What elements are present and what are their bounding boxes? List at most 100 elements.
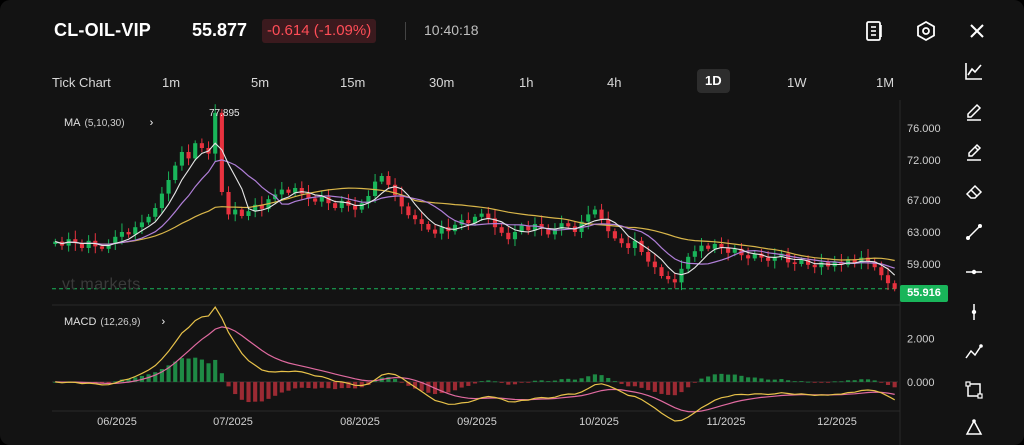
candle-up [512,232,518,240]
macd-bar-positive [586,376,591,382]
candle-down [406,206,411,216]
candle-up [439,227,444,234]
macd-bar-positive [852,380,857,382]
tab-5m[interactable]: 5m [251,75,270,90]
candle-up [819,262,824,268]
macd-bar-positive [386,377,391,382]
macd-bar-positive [752,377,757,382]
settings-icon[interactable] [914,19,938,43]
candle-down [719,244,724,248]
candle-down [79,243,85,248]
candle-down [806,260,811,265]
macd-bar-negative [273,381,278,396]
macd-bar-positive [772,379,777,382]
macd-bar-negative [226,381,231,387]
rectangle-icon[interactable] [962,378,986,402]
macd-bar-positive [706,376,711,382]
macd-bar-negative [512,381,518,385]
candle-up [246,211,251,216]
vertical-line-icon[interactable] [962,300,986,324]
trend-line-icon[interactable] [962,220,986,244]
macd-bar-negative [286,381,291,391]
line-chart-icon[interactable] [962,59,986,83]
macd-bar-positive [113,381,118,383]
candle-down [313,198,318,202]
candle-down [392,184,398,196]
candle-up [532,224,538,231]
candle-up [859,257,864,264]
candle-down [852,259,857,264]
candle-up [166,180,171,194]
polyline-icon[interactable] [962,340,986,364]
candle-up [752,253,757,259]
macd-indicator-label[interactable]: MACD (12,26,9) › [64,316,166,328]
macd-bar-negative [233,381,238,395]
date-axis-label: 12/2025 [817,416,857,428]
macd-bar-positive [133,377,138,382]
highlighter-icon[interactable] [962,140,986,164]
tab-tick-chart[interactable]: Tick Chart [52,75,111,90]
horizontal-line-icon[interactable] [962,260,986,284]
macd-bar-positive [612,381,617,382]
tab-1w[interactable]: 1W [787,75,807,90]
candle-down [646,252,651,262]
macd-bar-negative [246,381,251,403]
triangle-icon[interactable] [962,416,986,440]
candle-down [486,213,491,219]
candle-up [732,248,737,253]
candle-up [113,236,118,244]
symbol-name[interactable]: CL-OIL-VIP [54,20,151,40]
candle-down [746,255,751,259]
candle-down [706,245,711,249]
candle-up [373,181,378,196]
macd-bar-negative [439,381,444,394]
candle-down [353,205,358,210]
macd-bar-negative [526,381,531,383]
price-chart[interactable]: 76.000 72.000 67.000 63.000 59.000 2.000 0.000… [0,100,960,445]
candle-up [159,193,164,208]
price-change-badge: -0.614 (-1.09%) [262,19,377,43]
candle-up [133,227,138,235]
macd-bar-negative [412,381,418,389]
macd-bar-positive [186,358,191,382]
macd-bar-negative [692,381,697,383]
candle-up [173,165,178,180]
candle-up [379,176,384,182]
macd-bar-negative [639,381,644,388]
tab-4h[interactable]: 4h [607,75,622,90]
tab-15m[interactable]: 15m [340,75,366,90]
ma-indicator-label[interactable]: MA (5,10,30) › [64,117,154,129]
macd-bar-positive [546,381,551,382]
macd-bar-negative [326,381,331,389]
macd-bar-positive [566,378,571,382]
macd-bar-negative [259,381,264,402]
candle-down [546,228,551,235]
eraser-icon[interactable] [962,180,986,204]
macd-bar-negative [466,381,471,386]
candle-up [233,209,238,215]
date-axis-label: 10/2025 [579,416,619,428]
macd-bar-negative [659,381,664,394]
contract-info-icon[interactable] [862,19,886,43]
candle-up [119,232,125,237]
macd-bar-positive [759,378,764,382]
candle-up [559,223,564,229]
macd-bar-positive [859,379,864,382]
close-icon[interactable] [965,19,989,43]
candle-down [492,218,498,228]
tab-30m[interactable]: 30m [429,75,455,90]
tab-1mo[interactable]: 1M [876,75,895,90]
macd-bar-negative [452,381,458,391]
candle-up [692,251,697,257]
candle-down [399,195,404,207]
chevron-right-icon[interactable]: › [149,117,154,129]
candle-down [126,232,131,235]
tab-1h[interactable]: 1h [519,75,534,90]
tab-1d[interactable]: 1D [697,69,730,93]
chevron-right-icon[interactable]: › [161,316,166,328]
pencil-icon[interactable] [962,100,986,124]
macd-bar-positive [392,378,398,382]
macd-bar-positive [206,363,211,382]
tab-1m[interactable]: 1m [162,75,181,90]
header: CL-OIL-VIP 55.877 -0.614 (-1.09%) 10:40:… [0,0,1024,62]
